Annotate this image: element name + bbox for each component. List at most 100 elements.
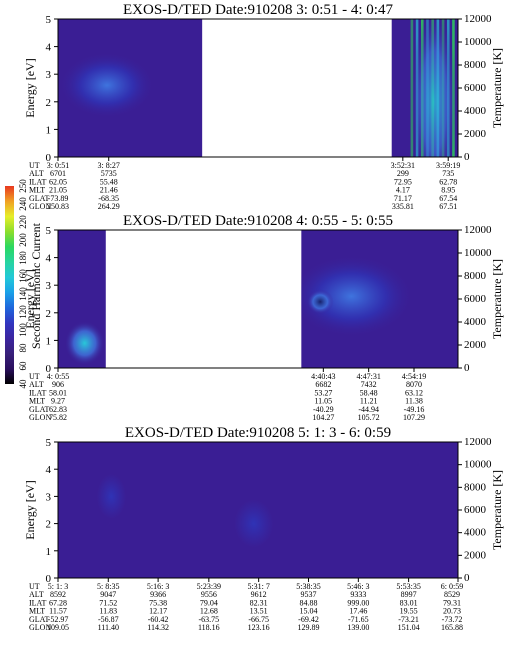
table-cell: 21.05	[49, 186, 67, 195]
table-cell: 15.04	[300, 607, 318, 616]
row-label: GLON	[29, 202, 51, 211]
y2-tick-label: 6000	[464, 82, 487, 94]
table-cell: 4: 0:55	[47, 372, 69, 381]
colorbar-tick-label: 180	[18, 251, 28, 265]
table-cell: 165.88	[441, 623, 463, 632]
table-cell: 21.46	[100, 186, 118, 195]
table-cell: 53.27	[314, 388, 332, 397]
table-cell: 6: 0:59	[441, 582, 463, 591]
table-cell: 5:46: 3	[347, 582, 369, 591]
colorbar-tick-label: 80	[18, 343, 28, 353]
table-cell: 58.01	[49, 388, 67, 397]
y-tick-label: 4	[46, 464, 52, 476]
table-cell: 3:59:19	[436, 161, 460, 170]
colorbar-tick-label: 200	[18, 233, 28, 247]
table-cell: 9537	[301, 590, 317, 599]
table-cell: 4:47:31	[356, 372, 380, 381]
table-cell: 67.28	[49, 598, 67, 607]
table-cell: 123.16	[248, 623, 270, 632]
y2-tick-label: 0	[464, 572, 470, 584]
table-cell: 5735	[101, 169, 117, 178]
table-cell: 111.40	[98, 623, 119, 632]
table-cell: 5:16: 3	[147, 582, 169, 591]
row-label: GLAT	[29, 194, 50, 203]
y2-tick-label: 2000	[464, 549, 487, 561]
table-cell: -63.75	[198, 615, 219, 624]
table-cell: -68.35	[98, 194, 119, 203]
y2-tick-label: 4000	[464, 316, 487, 328]
table-cell: 62.05	[49, 177, 67, 186]
y-axis-label: Energy [eV]	[23, 58, 37, 117]
table-cell: 8070	[406, 380, 422, 389]
table-cell: 72.95	[394, 177, 412, 186]
feature-layer	[59, 19, 458, 157]
table-cell: 19.55	[400, 607, 418, 616]
table-cell: -49.16	[404, 405, 425, 414]
row-label: MLT	[29, 607, 45, 616]
feature-blob	[64, 321, 105, 366]
y-tick-label: 2	[46, 97, 52, 109]
table-cell: 4.17	[396, 186, 410, 195]
table-cell: 75.82	[49, 413, 67, 422]
table-cell: 139.00	[347, 623, 369, 632]
table-cell: 58.48	[360, 388, 378, 397]
y2-tick-label: 8000	[464, 59, 487, 71]
feature-blob	[218, 480, 290, 568]
table-cell: 5: 8:35	[97, 582, 119, 591]
table-cell: 62.78	[439, 177, 457, 186]
row-label: UT	[29, 582, 40, 591]
table-cell: 11.21	[360, 397, 378, 406]
y-tick-label: 0	[46, 363, 52, 375]
y-tick-label: 3	[46, 69, 52, 81]
y2-tick-label: 2000	[464, 339, 487, 351]
table-cell: 335.81	[392, 202, 414, 211]
feature-layer	[64, 254, 414, 366]
y2-tick-label: 2000	[464, 128, 487, 140]
table-cell: 299	[397, 169, 409, 178]
table-cell: 62.83	[49, 405, 67, 414]
table-cell: -52.97	[48, 615, 69, 624]
panel-title: EXOS-D/TED Date:910208 5: 1: 3 - 6: 0:59	[125, 425, 391, 441]
table-cell: -44.94	[358, 405, 379, 414]
y2-tick-label: 10000	[464, 247, 492, 259]
row-label: MLT	[29, 397, 45, 406]
y2-tick-label: 4000	[464, 105, 487, 117]
table-cell: 13.51	[250, 607, 268, 616]
y-tick-label: 0	[46, 573, 52, 585]
table-cell: 8529	[444, 590, 460, 599]
table-cell: -66.75	[248, 615, 269, 624]
colorbar-tick-label: 120	[18, 305, 28, 319]
y2-tick-label: 12000	[464, 13, 492, 25]
colorbar-tick-label: 220	[18, 215, 28, 229]
panel-3: EXOS-D/TED Date:910208 5: 1: 3 - 6: 0:59…	[23, 425, 504, 632]
table-cell: 999.00	[347, 598, 369, 607]
row-label: GLON	[29, 623, 51, 632]
table-cell: 3:52:31	[391, 161, 415, 170]
table-cell: 79.04	[200, 598, 218, 607]
y-tick-label: 3	[46, 280, 52, 292]
row-label: UT	[29, 161, 40, 170]
y2-tick-label: 8000	[464, 270, 487, 282]
y-tick-label: 5	[46, 437, 52, 449]
y-tick-label: 2	[46, 519, 52, 531]
colorbar-tick-label: 140	[18, 287, 28, 301]
table-cell: 107.29	[403, 413, 425, 422]
table-cell: 84.88	[300, 598, 318, 607]
row-label: ILAT	[29, 598, 46, 607]
table-cell: 5:23:39	[197, 582, 221, 591]
y2-axis-label: Temperature [K]	[490, 48, 504, 128]
table-cell: 105.72	[358, 413, 380, 422]
table-cell: 67.51	[439, 202, 457, 211]
table-cell: 264.29	[98, 202, 120, 211]
table-cell: 11.05	[314, 397, 332, 406]
table-cell: -40.29	[313, 405, 334, 414]
table-cell: 71.17	[394, 194, 412, 203]
feature-blob	[306, 289, 334, 315]
feature-blob	[59, 52, 155, 119]
table-cell: 4:40:43	[311, 372, 335, 381]
y-axis-label: Energy [eV]	[23, 269, 37, 328]
y-tick-label: 1	[46, 124, 52, 136]
y-tick-label: 3	[46, 491, 52, 503]
y2-tick-label: 12000	[464, 224, 492, 236]
table-cell: 906	[52, 380, 64, 389]
